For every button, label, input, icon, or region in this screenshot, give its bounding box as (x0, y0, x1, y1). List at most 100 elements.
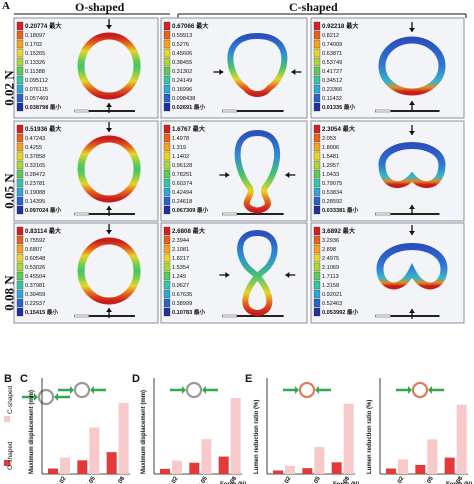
legend-value: 0.60548 (25, 256, 45, 262)
legend-swatch (163, 253, 171, 263)
panel-frame (160, 222, 308, 324)
legend-value: 0.67635 (172, 292, 192, 298)
scale-bar (375, 213, 440, 215)
legend-value: 0.02691 最小 (172, 103, 205, 111)
legend-value: 1.8217 (172, 256, 189, 262)
scale-bar-seg (74, 314, 90, 318)
legend-max-value: 0.20774 最大 (25, 22, 62, 30)
legend-value: 0.42494 (172, 190, 192, 196)
legend-value: 0.24149 (172, 78, 192, 84)
legend-value: 0.076115 (25, 87, 48, 93)
legend-swatch (163, 39, 171, 49)
legend-value: 0.6807 (25, 247, 42, 253)
legend-value: 1.5354 (172, 265, 189, 271)
legend-value: 0.5276 (172, 42, 189, 48)
legend-value: 0.033381 最小 (322, 206, 358, 214)
legend-value: 0.9627 (172, 283, 189, 289)
header-o-shaped: O-shaped (75, 0, 125, 14)
legend-swatch (16, 205, 24, 215)
legend-swatch (16, 160, 24, 170)
green-arrow-right-head (54, 393, 58, 401)
legend-swatch (313, 57, 321, 67)
y-axis-label: Lumen reduction ratio (%) (254, 400, 260, 474)
legend-value: 0.15415 最小 (25, 308, 58, 316)
legend-swatch (16, 39, 24, 49)
scale-bar-seg (222, 212, 238, 216)
legend-swatch (16, 187, 24, 197)
force-arrow-right-head (291, 69, 296, 75)
ring-icon (37, 388, 55, 406)
bar-c-shaped (89, 427, 100, 474)
scale-bar-seg (375, 314, 391, 318)
bar-c-shaped (172, 460, 182, 474)
deformed-c-ring (237, 229, 278, 317)
legend-swatch (163, 226, 171, 236)
legend-swatch (313, 142, 321, 152)
deformed-ring (77, 32, 141, 100)
legend-value: 1.2957 (322, 163, 339, 169)
bar-c-shaped (343, 403, 354, 474)
legend-swatch (313, 178, 321, 188)
legend-value: 0.79075 (322, 181, 342, 187)
scale-bar (74, 315, 135, 317)
legend-swatch (163, 235, 171, 245)
legend-swatch (163, 151, 171, 161)
deformed-c-ring (227, 32, 288, 97)
legend-value: 1.5481 (322, 154, 339, 160)
panel-label: D (132, 373, 140, 385)
fea-panel: 1.6767 最大 1.4978 1.319 1.1402 0.96128 0.78251… (160, 120, 308, 222)
force-arrow-bottom-head (408, 309, 415, 313)
force-arrow-bottom-head (106, 206, 113, 210)
fea-grid: 0.20774 最大 0.18097 0.1702 0.15265 0.13326 0.1… (13, 17, 465, 324)
legend-value: 0.38999 (172, 301, 192, 307)
legend-swatch (313, 151, 321, 161)
legend-swatch (16, 124, 24, 134)
bar-chart-e: E Lumen reduction ratio (%) 0.02 0.05 0.08Fo… (245, 373, 359, 484)
ring-icon-group (58, 381, 106, 399)
bar-c-shaped (398, 459, 408, 474)
bar-o-shaped (48, 468, 58, 474)
legend-swatch (163, 187, 171, 197)
legend-value: 0.01335 最小 (322, 103, 355, 111)
bar-o-shaped (386, 468, 396, 474)
legend-swatch (163, 280, 171, 290)
ring-icon (185, 381, 203, 399)
x-tick-label: 0.08 (115, 475, 126, 484)
scale-bar (222, 110, 284, 112)
green-arrow-left-head (182, 386, 186, 394)
legend-value: 0.53749 (322, 60, 342, 66)
ring-icon (73, 381, 91, 399)
legend-value: 0.1702 (25, 42, 42, 48)
legend-swatch (163, 84, 171, 94)
legend-value: 0.14395 (25, 199, 45, 205)
legend-value: 0.41727 (322, 69, 342, 75)
legend-swatch (313, 30, 321, 40)
legend-swatch (313, 262, 321, 272)
legend-swatch (313, 39, 321, 49)
legend-value: 0.24618 (172, 199, 192, 205)
legend-value: 0.45504 (25, 274, 45, 280)
legend-value: 0.098438 (172, 96, 195, 102)
bar-o-shaped (218, 456, 229, 474)
legend-value: 0.37981 (25, 283, 45, 289)
legend-swatch (313, 187, 321, 197)
y-axis-label: Lumen reduction ratio (%) (367, 400, 373, 474)
y-axis-label: Maximum displacement (mm) (29, 390, 35, 474)
force-arrow-top-head (106, 128, 113, 132)
legend-value: 0.33165 (25, 163, 45, 169)
legend-swatch (16, 102, 24, 112)
legend-max-value: 0.83114 最大 (25, 227, 62, 235)
legend-value: 2.4975 (322, 256, 339, 262)
legend-swatch (313, 226, 321, 236)
legend-swatch (313, 289, 321, 299)
legend-swatch (313, 298, 321, 308)
legend-swatch (313, 84, 321, 94)
legend-swatch (163, 57, 171, 67)
scale-bar-seg (222, 109, 238, 113)
bar-c-shaped (230, 398, 241, 474)
legend-swatch (313, 169, 321, 179)
x-axis-label: Force (N) (333, 482, 359, 484)
legend-swatch (16, 253, 24, 263)
header-c-shaped: C-shaped (289, 0, 338, 14)
legend-value: 0.78251 (172, 172, 192, 178)
